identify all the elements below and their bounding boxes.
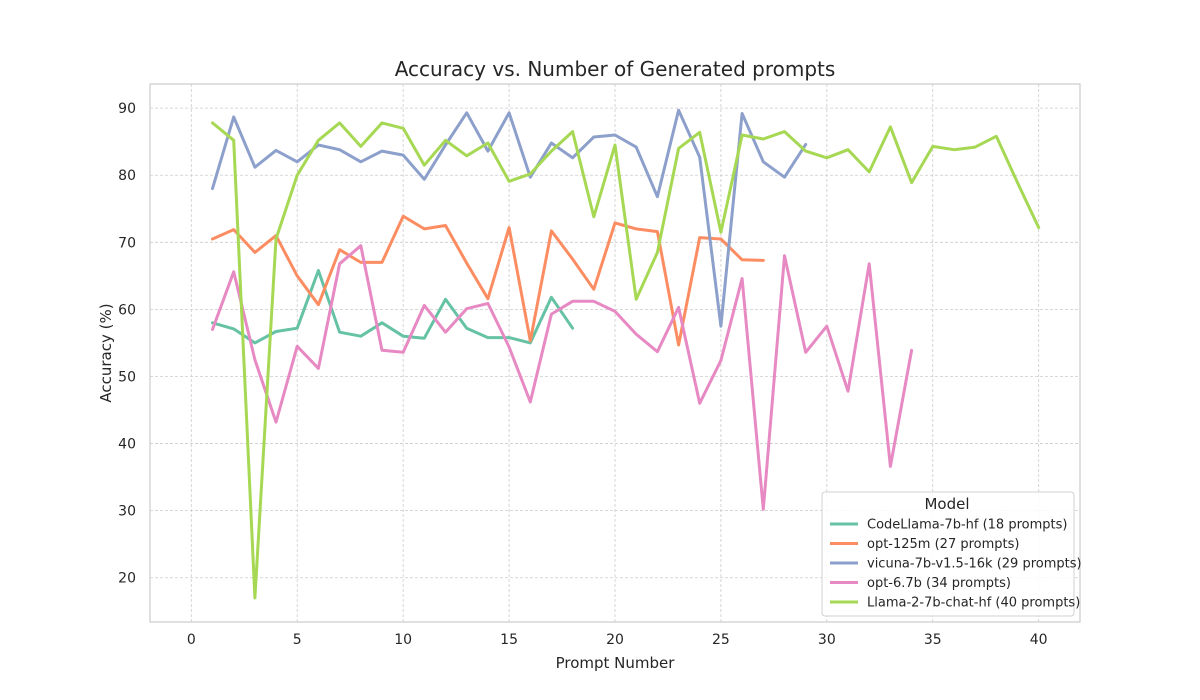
y-tick-label: 30 <box>118 504 136 520</box>
legend-title: Model <box>924 495 969 513</box>
x-tick-label: 0 <box>187 632 196 648</box>
series-lines <box>211 108 1041 600</box>
x-tick-label: 30 <box>818 632 836 648</box>
legend-label: opt-125m (27 prompts) <box>867 537 1019 552</box>
series-line-5 <box>211 121 1041 600</box>
plot-frame <box>149 83 1081 623</box>
y-tick-label: 70 <box>118 235 136 251</box>
legend-label: CodeLlama-7b-hf (18 prompts) <box>867 518 1067 533</box>
y-tick-label: 50 <box>118 369 136 385</box>
legend-label: opt-6.7b (34 prompts) <box>867 576 1011 591</box>
y-axis-ticks: 20 30 40 50 60 70 80 90 <box>118 101 136 587</box>
x-tick-label: 20 <box>606 632 624 648</box>
y-tick-label: 40 <box>118 437 136 453</box>
x-axis-ticks: 0 5 10 15 20 25 30 35 40 <box>187 632 1048 648</box>
legend-label: Llama-2-7b-chat-hf (40 prompts) <box>867 596 1080 611</box>
x-tick-label: 5 <box>293 632 302 648</box>
y-tick-label: 80 <box>118 168 136 184</box>
y-tick-label: 90 <box>118 101 136 117</box>
x-tick-label: 35 <box>924 632 942 648</box>
y-axis-label: Accuracy (%) <box>97 303 115 402</box>
x-tick-label: 10 <box>394 632 412 648</box>
legend-box <box>821 491 1075 617</box>
y-tick-label: 60 <box>118 302 136 318</box>
legend-label: vicuna-7b-v1.5-16k (29 prompts) <box>867 557 1082 572</box>
series-line-2 <box>211 214 765 347</box>
series-line-1 <box>211 269 575 345</box>
y-tick-label: 20 <box>118 571 136 587</box>
chart-title: Accuracy vs. Number of Generated prompts <box>395 57 836 81</box>
series-line-4 <box>211 244 914 511</box>
x-tick-label: 15 <box>500 632 518 648</box>
x-tick-label: 40 <box>1030 632 1048 648</box>
x-axis-label: Prompt Number <box>556 654 676 672</box>
legend: Model CodeLlama-7b-hf (18 prompts) opt-12… <box>821 491 1082 617</box>
x-tick-label: 25 <box>712 632 730 648</box>
legend-items: CodeLlama-7b-hf (18 prompts) opt-125m (27… <box>830 518 1082 611</box>
